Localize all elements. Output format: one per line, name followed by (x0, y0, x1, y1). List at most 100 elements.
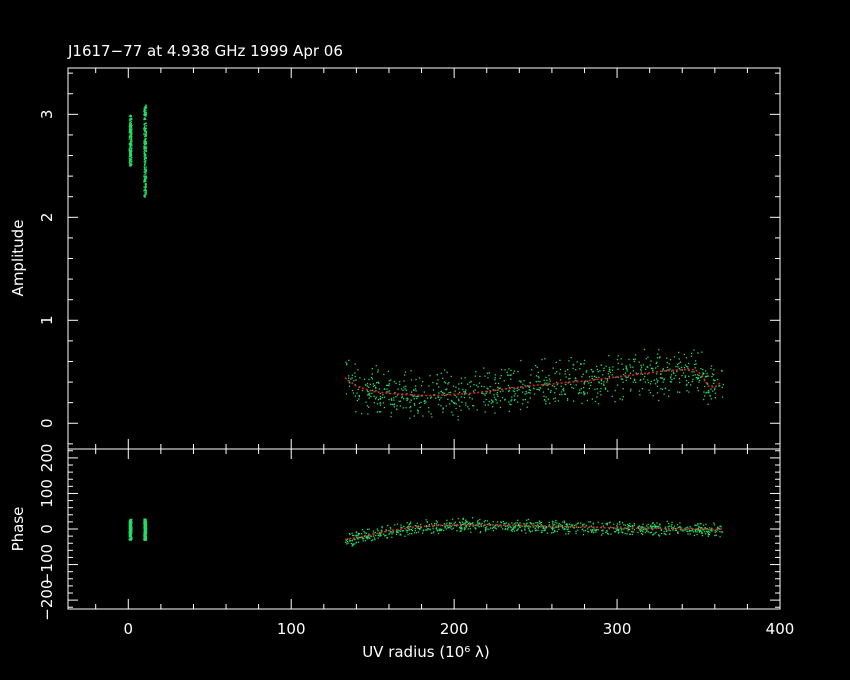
data-point (145, 526, 147, 528)
data-point (572, 524, 574, 526)
data-point (455, 407, 457, 410)
data-point (145, 132, 147, 134)
data-point (426, 521, 428, 523)
data-point (457, 398, 460, 400)
data-point (493, 394, 495, 396)
data-point (363, 530, 365, 533)
data-point (616, 523, 619, 525)
data-point (410, 370, 412, 372)
data-point (697, 376, 699, 379)
data-point (713, 369, 715, 371)
data-point (366, 390, 368, 392)
data-point (129, 537, 132, 539)
data-point (687, 382, 690, 384)
data-point (377, 530, 379, 532)
data-point (686, 530, 689, 533)
data-point (455, 403, 457, 405)
data-point (144, 192, 146, 194)
data-point (570, 383, 572, 386)
data-point (449, 522, 451, 524)
data-point (573, 527, 575, 529)
data-point (469, 385, 471, 388)
data-point (395, 396, 397, 398)
data-point (144, 137, 146, 139)
amplitude-tick-label: 3 (38, 110, 56, 120)
data-point (145, 150, 147, 152)
data-point (586, 392, 589, 394)
data-point (682, 530, 684, 532)
data-point (439, 528, 441, 530)
data-point (596, 396, 598, 398)
data-point (639, 529, 641, 531)
data-point (453, 522, 455, 525)
data-point (143, 107, 145, 110)
data-point (642, 533, 644, 536)
data-point (458, 388, 460, 390)
data-point (389, 530, 392, 532)
data-point (561, 526, 563, 528)
data-point (361, 533, 363, 535)
data-point (590, 384, 592, 387)
data-point (376, 411, 378, 413)
data-point (591, 530, 593, 532)
data-point (639, 394, 641, 396)
data-point (583, 386, 585, 389)
data-point (608, 355, 610, 357)
data-point (511, 386, 513, 389)
data-point (590, 381, 592, 383)
data-point (143, 131, 146, 133)
data-point (558, 528, 560, 530)
data-point (518, 380, 521, 382)
data-point (574, 524, 576, 527)
data-point (580, 363, 582, 365)
data-point (536, 366, 538, 368)
data-point (348, 377, 350, 379)
data-point (386, 537, 389, 539)
data-point (425, 401, 427, 403)
data-point (598, 376, 600, 379)
data-point (674, 527, 677, 530)
data-point (143, 531, 145, 533)
data-point (399, 405, 401, 407)
data-point (513, 395, 515, 397)
data-point (635, 372, 637, 374)
data-point (653, 525, 655, 527)
data-point (433, 524, 436, 527)
data-point (524, 525, 526, 528)
data-point (558, 524, 560, 526)
data-point (366, 528, 369, 530)
data-point (379, 397, 381, 400)
data-point (663, 378, 666, 380)
data-point (131, 132, 133, 134)
data-point (704, 395, 706, 397)
data-point (450, 522, 452, 524)
data-point (144, 150, 146, 152)
data-point (490, 524, 492, 526)
data-point (145, 141, 147, 143)
data-point (671, 370, 673, 372)
data-point (623, 524, 625, 526)
data-point (658, 527, 660, 529)
data-point (562, 521, 564, 523)
data-point (406, 399, 408, 402)
data-point (629, 528, 631, 531)
data-point (631, 530, 633, 533)
data-point (129, 163, 131, 165)
data-point (679, 527, 681, 529)
data-point (130, 530, 132, 533)
data-point (666, 520, 668, 523)
data-point (376, 403, 379, 405)
data-point (365, 384, 367, 386)
data-point (607, 373, 609, 375)
data-point (551, 529, 554, 531)
data-point (414, 525, 416, 527)
data-point (679, 391, 681, 393)
data-point (422, 530, 424, 532)
data-point (559, 373, 561, 375)
data-point (395, 531, 398, 533)
data-point (144, 537, 146, 539)
data-point (537, 527, 539, 529)
data-point (144, 163, 146, 165)
data-point (357, 388, 359, 391)
data-point (681, 366, 683, 369)
